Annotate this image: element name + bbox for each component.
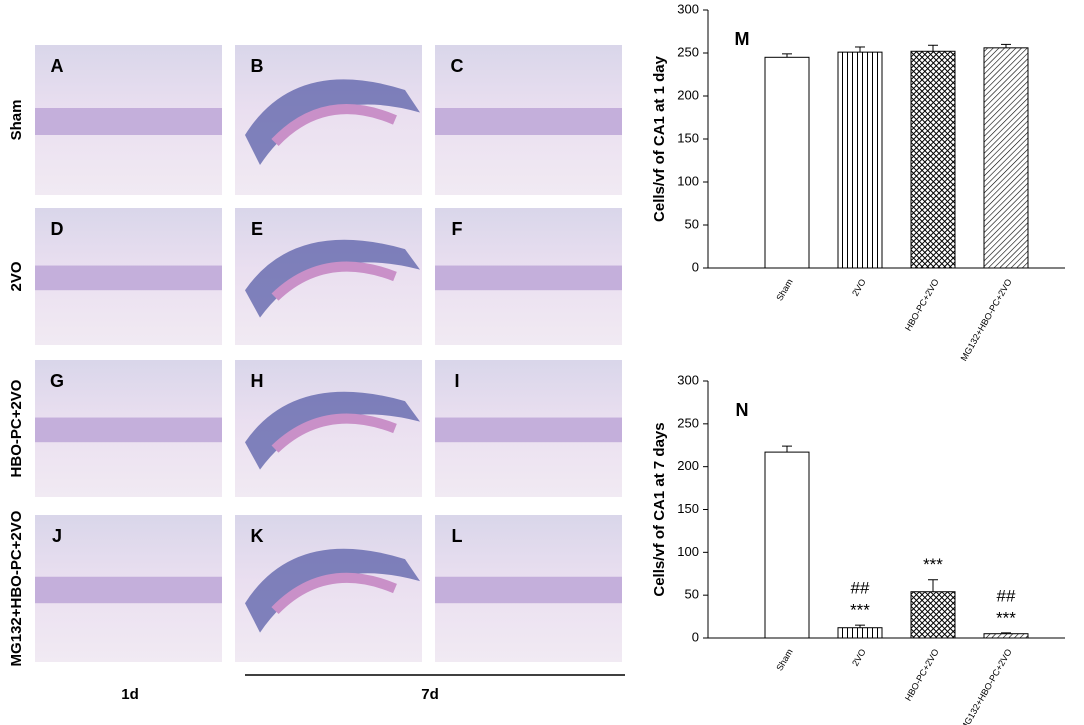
panel-label: G xyxy=(50,371,64,391)
significance-mark: ## xyxy=(997,586,1016,605)
y-tick-label: 0 xyxy=(692,259,699,274)
panel-label: F xyxy=(452,219,463,239)
bar xyxy=(910,50,956,269)
column-label: 7d xyxy=(421,686,439,703)
hippocampus xyxy=(245,391,420,470)
y-tick-label: 250 xyxy=(677,415,699,430)
x-tick-label: HBO-PC+2VO xyxy=(903,277,941,332)
row-label: 2VO xyxy=(8,261,25,291)
hippocampus xyxy=(245,239,420,318)
panel-label: J xyxy=(52,526,62,546)
panel-label: B xyxy=(251,56,264,76)
x-tick-label: HBO-PC+2VO xyxy=(903,647,941,702)
hippocampus-inner xyxy=(271,413,397,453)
significance-mark: *** xyxy=(996,608,1016,627)
panel-label: E xyxy=(251,219,263,239)
bar xyxy=(983,47,1029,269)
y-tick-label: 100 xyxy=(677,173,699,188)
bar xyxy=(764,451,810,639)
hippocampus-inner xyxy=(271,261,397,301)
cell-layer xyxy=(35,265,222,291)
cell-layer xyxy=(435,417,622,443)
significance-mark: *** xyxy=(923,555,943,574)
cell-layer xyxy=(435,576,622,604)
hippocampus-inner xyxy=(271,572,397,615)
panel-label: H xyxy=(251,371,264,391)
bar xyxy=(837,51,883,269)
x-tick-label: MG132+HBO-PC+2VO xyxy=(959,277,1014,363)
row-label: HBO-PC+2VO xyxy=(8,379,25,477)
x-tick-label: 2VO xyxy=(850,647,868,668)
y-tick-label: 100 xyxy=(677,544,699,559)
panel-label: I xyxy=(454,371,459,391)
panel-label: K xyxy=(251,526,264,546)
y-tick-label: 150 xyxy=(677,501,699,516)
panel-label: A xyxy=(51,56,64,76)
hippocampus xyxy=(245,79,420,165)
cell-layer xyxy=(435,265,622,291)
column-label: 1d xyxy=(121,686,139,703)
cell-layer xyxy=(35,108,222,135)
bar xyxy=(910,591,956,639)
y-axis-label: Cells/vf of CA1 at 7 days xyxy=(651,422,668,596)
y-tick-label: 250 xyxy=(677,44,699,59)
y-tick-label: 50 xyxy=(685,216,699,231)
significance-mark: *** xyxy=(850,601,870,620)
hippocampus-inner xyxy=(271,104,397,146)
x-tick-label: 2VO xyxy=(850,277,868,298)
y-tick-label: 50 xyxy=(685,587,699,602)
y-tick-label: 300 xyxy=(677,372,699,387)
cell-layer xyxy=(35,417,222,443)
y-tick-label: 300 xyxy=(677,1,699,16)
panel-label: D xyxy=(51,219,64,239)
bar xyxy=(764,56,810,269)
cell-layer xyxy=(435,108,622,135)
y-tick-label: 150 xyxy=(677,130,699,145)
bar xyxy=(837,627,883,639)
cell-layer xyxy=(35,576,222,604)
panel-label: L xyxy=(452,526,463,546)
row-label: Sham xyxy=(8,100,25,141)
y-tick-label: 200 xyxy=(677,87,699,102)
x-tick-label: Sham xyxy=(774,277,794,302)
panel-label: M xyxy=(735,29,750,49)
bar xyxy=(983,633,1029,639)
panel-label: C xyxy=(451,56,464,76)
significance-mark: ## xyxy=(851,579,870,598)
y-axis-label: Cells/vf of CA1 at 1 day xyxy=(651,55,668,222)
x-tick-label: MG132+HBO-PC+2VO xyxy=(959,647,1014,725)
y-tick-label: 200 xyxy=(677,458,699,473)
y-tick-label: 0 xyxy=(692,629,699,644)
hippocampus xyxy=(245,548,420,633)
panel-label: N xyxy=(736,400,749,420)
x-tick-label: Sham xyxy=(774,647,794,672)
row-label: MG132+HBO-PC+2VO xyxy=(8,510,25,666)
